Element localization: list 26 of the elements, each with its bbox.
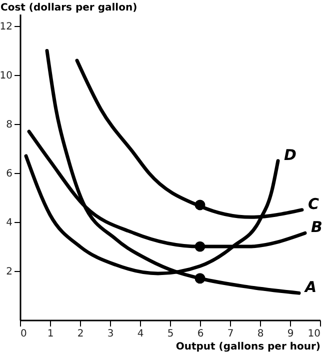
x-tick-label: 2 <box>77 328 84 340</box>
point <box>194 200 206 210</box>
y-tick-label: 8 <box>6 120 12 131</box>
y-tick-label: 10 <box>0 70 12 82</box>
point <box>194 241 206 252</box>
y-axis-title: Cost (dollars per gallon) <box>0 2 138 14</box>
y-tick-label: 6 <box>6 168 12 180</box>
x-axis-title: Output (gallons per hour) <box>176 342 320 352</box>
x-tick-label: 7 <box>227 328 234 340</box>
x-tick-label: 3 <box>107 328 114 340</box>
y-tick-label: 2 <box>6 266 12 278</box>
x-tick-label: 5 <box>167 328 174 340</box>
series-label: A <box>304 278 317 296</box>
y-tick-label: 12 <box>0 22 12 33</box>
series-label: B <box>311 218 322 236</box>
y-tick-label: 4 <box>6 218 12 229</box>
x-tick-label: 4 <box>137 328 144 340</box>
x-tick-label: 0 <box>20 328 27 340</box>
x-tick-label: 6 <box>197 328 204 340</box>
x-tick-label: 8 <box>257 328 264 340</box>
series-label: D <box>284 146 296 164</box>
point <box>194 273 206 284</box>
x-tick-label: 9 <box>287 328 294 340</box>
x-tick-label: 1 <box>47 328 54 340</box>
x-tick-label: 10 <box>308 328 320 340</box>
series-label: C <box>308 194 320 213</box>
